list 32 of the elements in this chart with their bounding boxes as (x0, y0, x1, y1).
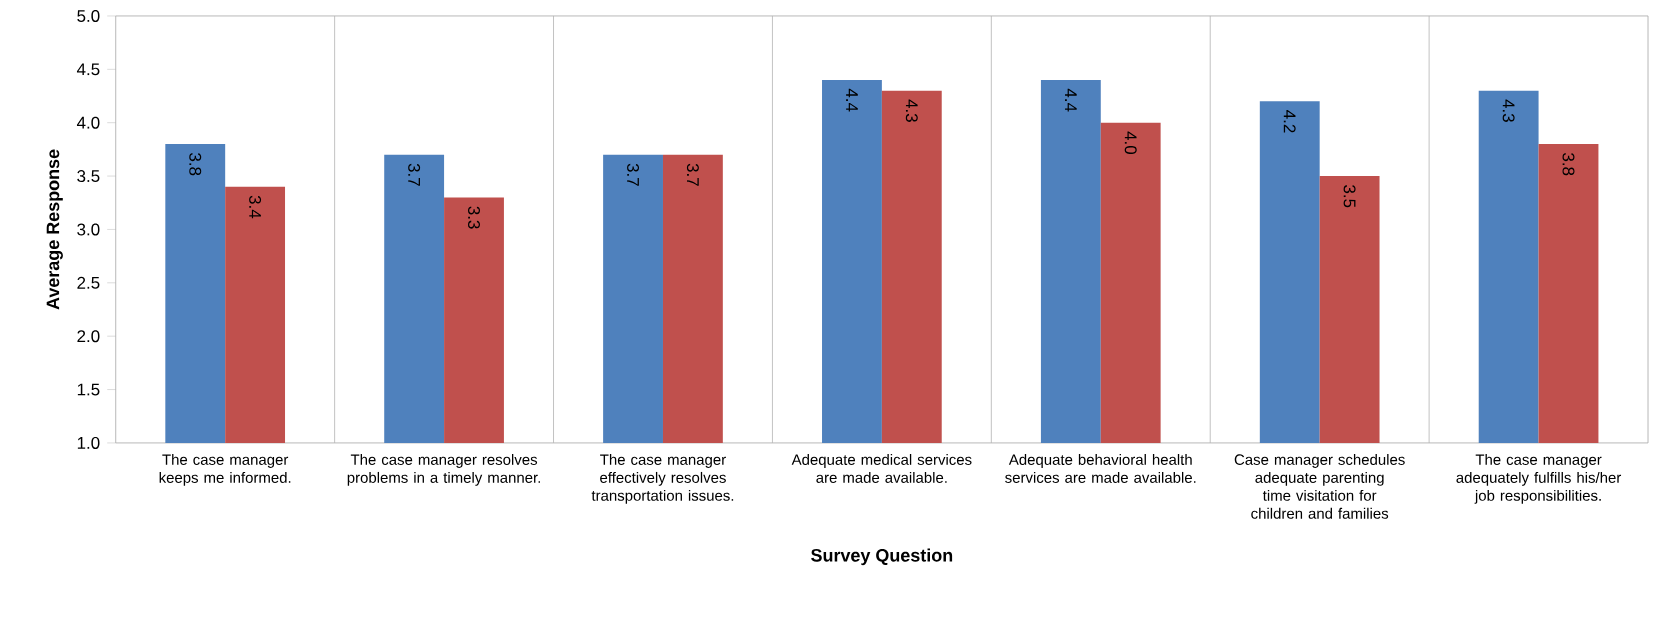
data-label: 4.0 (1124, 131, 1137, 154)
y-axis-title: Average Response (46, 149, 63, 310)
data-label: 3.5 (1343, 184, 1356, 208)
data-label: 3.8 (189, 152, 202, 176)
y-tick-label: 3.0 (77, 223, 100, 236)
data-label: 3.3 (468, 206, 480, 229)
y-tick-label: 1.5 (77, 383, 100, 396)
y-tick-label: 4.0 (76, 116, 100, 129)
data-label: 4.4 (846, 88, 858, 112)
y-tick-label: 5.0 (77, 9, 100, 22)
x-tick-label: The case manager adequately fulfills his/her job responsibilities. (1456, 453, 1622, 504)
x-tick-label: Adequate medical services are made available. (791, 453, 972, 483)
x-axis-title: Survey Question (811, 548, 953, 565)
data-label: 4.3 (905, 99, 918, 122)
data-label: 4.2 (1283, 109, 1296, 133)
y-tick-label: 3.5 (77, 169, 100, 182)
x-tick-label: The case manager resolves problems in a timely manner. (347, 453, 540, 486)
y-tick-label: 4.5 (76, 63, 100, 75)
x-tick-label: The case manager effectively resolves transportation issues. (591, 453, 734, 504)
y-tick-label: 1.0 (77, 436, 100, 449)
data-label: 3.4 (249, 195, 262, 218)
data-label: 3.7 (686, 163, 699, 186)
x-tick-label: Case manager schedules adequate parenting time visitation for children and families (1234, 453, 1405, 519)
data-label: 4.4 (1065, 88, 1077, 112)
y-tick-label: 2.5 (77, 276, 100, 289)
x-tick-label: Adequate behavioral health services are made available. (1005, 453, 1196, 483)
data-label: 4.3 (1502, 99, 1515, 122)
y-tick-label: 2.0 (77, 329, 100, 342)
data-label: 3.7 (627, 163, 640, 186)
x-tick-label: The case manager keeps me informed. (159, 453, 291, 486)
data-label: 3.8 (1562, 152, 1575, 176)
data-label: 3.7 (408, 163, 421, 186)
